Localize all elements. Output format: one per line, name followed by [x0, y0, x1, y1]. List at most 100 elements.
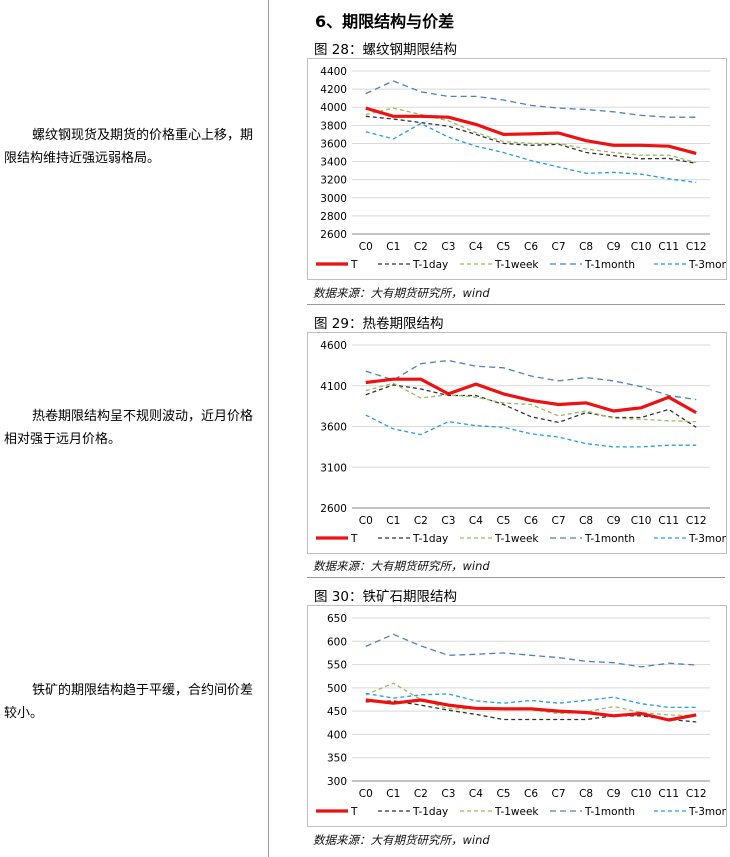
y-tick-label: 500: [327, 683, 347, 695]
x-tick-label: C2: [414, 788, 428, 800]
x-tick-label: C4: [469, 788, 483, 800]
rule: [307, 304, 725, 305]
section-title: 6、期限结构与价差: [315, 12, 455, 31]
x-tick-label: C12: [686, 515, 707, 527]
x-tick-label: C6: [524, 241, 538, 253]
x-tick-label: C0: [359, 788, 373, 800]
column-divider: [268, 0, 269, 857]
commentary-rebar-text: 螺纹钢现货及期货的价格重心上移，期限结构维持近强远弱格局。: [4, 128, 254, 166]
x-tick-label: C1: [386, 788, 400, 800]
x-tick-label: C5: [496, 515, 510, 527]
legend-label: T: [350, 259, 358, 271]
series-line-t-1month: [365, 359, 697, 401]
series-line-t: [365, 106, 697, 155]
chart-hot-coil-svg: 2600 3100 3600 4100 4600 C0 C1 C2 C3 C4 C5 C6 C7 C8 C9…: [316, 340, 726, 545]
legend-label: T-1day: [412, 806, 448, 818]
y-tick-label: 3000: [320, 193, 347, 205]
commentary-iron-ore: 铁矿的期限结构趋于平缓，合约间价差较小。: [4, 679, 262, 725]
x-tick-label: C2: [414, 241, 428, 253]
x-tick-label: C6: [524, 515, 538, 527]
series-line-t-1day: [365, 115, 697, 165]
x-tick-label: C12: [686, 241, 707, 253]
x-tick-label: C0: [359, 241, 373, 253]
x-tick-label: C7: [552, 788, 566, 800]
series-line-t-1month: [365, 80, 697, 118]
x-tick-label: C6: [524, 788, 538, 800]
chart-iron-ore: 300 350 400 450 500 550 600 650 C0 C1 C2 C3 C4 C5 C6 C7…: [307, 605, 727, 827]
commentary-hot-coil: 热卷期限结构呈不规则波动，近月价格相对强于远月价格。: [4, 405, 262, 451]
legend-label: T-3month: [688, 259, 726, 271]
figure-title-hot-coil: 图 29：热卷期限结构: [314, 316, 444, 332]
x-tick-label: C4: [469, 241, 483, 253]
commentary-hot-coil-text: 热卷期限结构呈不规则波动，近月价格相对强于远月价格。: [4, 409, 254, 447]
series-line-t-3month: [365, 414, 697, 448]
x-tick-label: C1: [386, 241, 400, 253]
series-line-t-1month: [365, 633, 697, 668]
legend-label: T: [350, 806, 358, 818]
x-tick-label: C8: [579, 241, 593, 253]
x-tick-label: C9: [607, 788, 621, 800]
legend-label: T: [350, 533, 358, 545]
legend-label: T-1week: [494, 259, 539, 271]
chart-hot-coil: 2600 3100 3600 4100 4600 C0 C1 C2 C3 C4 C5 C6 C7 C8 C9…: [307, 332, 727, 554]
rule: [307, 577, 725, 578]
commentary-iron-ore-text: 铁矿的期限结构趋于平缓，合约间价差较小。: [4, 683, 254, 721]
legend-label: T-1day: [412, 533, 448, 545]
legend-label: T-1week: [494, 533, 539, 545]
right-charts-column: 6、期限结构与价差 图 28：螺纹钢期限结构 2600 2800 3000 3200 3…: [307, 0, 727, 857]
legend-label: T-1month: [584, 533, 635, 545]
y-tick-label: 3600: [320, 422, 347, 434]
y-tick-label: 3100: [320, 462, 347, 474]
source-rebar: 数据来源：大有期货研究所，wind: [313, 286, 490, 300]
y-tick-label: 2600: [320, 229, 347, 241]
chart-iron-ore-svg: 300 350 400 450 500 550 600 650 C0 C1 C2 C3 C4 C5 C6 C7…: [316, 613, 726, 818]
x-tick-label: C11: [658, 241, 679, 253]
figure-title-rebar: 图 28：螺纹钢期限结构: [314, 42, 457, 58]
x-tick-label: C11: [658, 515, 679, 527]
y-tick-label: 300: [327, 776, 347, 788]
source-hot-coil: 数据来源：大有期货研究所，wind: [313, 559, 490, 573]
series-line-t-1week: [365, 107, 697, 164]
y-tick-label: 2600: [320, 503, 347, 515]
series-line-t-3month: [365, 122, 697, 184]
y-tick-label: 450: [327, 706, 347, 718]
x-tick-label: C7: [552, 241, 566, 253]
y-tick-label: 3200: [320, 175, 347, 187]
series-line-t: [365, 698, 697, 722]
x-tick-label: C10: [631, 788, 652, 800]
y-tick-label: 2800: [320, 211, 347, 223]
x-tick-label: C0: [359, 515, 373, 527]
y-tick-label: 4000: [320, 102, 347, 114]
x-tick-label: C10: [631, 515, 652, 527]
y-tick-label: 3400: [320, 157, 347, 169]
legend-label: T-1month: [584, 806, 635, 818]
x-tick-label: C11: [658, 788, 679, 800]
legend-label: T-1week: [494, 806, 539, 818]
x-tick-label: C7: [552, 515, 566, 527]
commentary-rebar: 螺纹钢现货及期货的价格重心上移，期限结构维持近强远弱格局。: [4, 124, 262, 170]
x-tick-label: C3: [441, 788, 455, 800]
x-tick-label: C5: [496, 241, 510, 253]
figure-title-iron-ore: 图 30：铁矿石期限结构: [314, 589, 457, 605]
x-tick-label: C4: [469, 515, 483, 527]
source-iron-ore: 数据来源：大有期货研究所，wind: [313, 833, 490, 847]
y-tick-label: 3600: [320, 138, 347, 150]
x-tick-label: C9: [607, 241, 621, 253]
y-tick-label: 4100: [320, 381, 347, 393]
y-tick-label: 650: [327, 613, 347, 625]
y-tick-label: 600: [327, 636, 347, 648]
x-tick-label: C5: [496, 788, 510, 800]
chart-rebar-svg: 2600 2800 3000 3200 3400 3600 3800 4000 4200 4400…: [316, 66, 726, 271]
series-line-t-1day: [365, 384, 697, 428]
x-tick-label: C1: [386, 515, 400, 527]
x-tick-label: C8: [579, 515, 593, 527]
x-tick-label: C3: [441, 515, 455, 527]
left-commentary: 螺纹钢现货及期货的价格重心上移，期限结构维持近强远弱格局。 热卷期限结构呈不规则…: [0, 0, 268, 857]
x-tick-label: C9: [607, 515, 621, 527]
y-tick-label: 4600: [320, 340, 347, 352]
y-tick-label: 4200: [320, 84, 347, 96]
legend-label: T-1day: [412, 259, 448, 271]
y-tick-label: 4400: [320, 66, 347, 78]
legend-label: T-3month: [688, 806, 726, 818]
chart-rebar: 2600 2800 3000 3200 3400 3600 3800 4000 4200 4400…: [307, 58, 727, 280]
